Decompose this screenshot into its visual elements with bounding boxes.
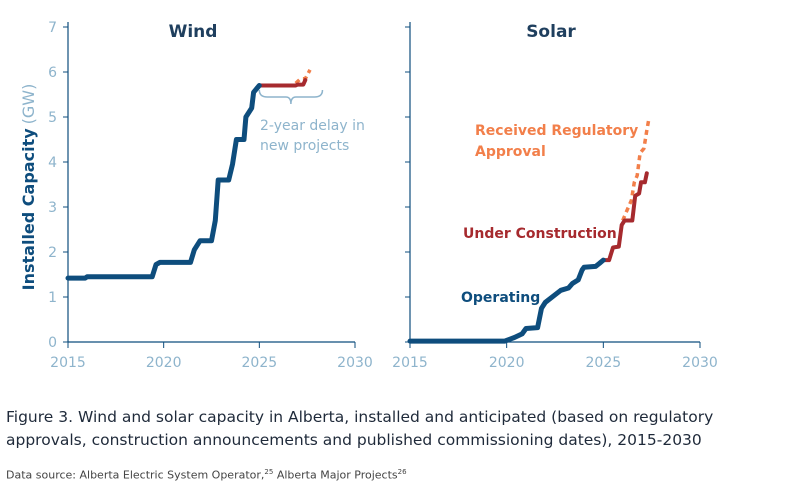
annotation-label: Under Construction bbox=[463, 226, 617, 242]
series-under-construction bbox=[257, 78, 308, 88]
x-tick-label: 2015 bbox=[50, 355, 86, 371]
x-tick-label: 2030 bbox=[682, 355, 718, 371]
wind-panel: 0 1 2 3 4 5 6 7 2015 2020 2025 2030 Wind 2-year delay… bbox=[48, 20, 373, 371]
y-tick-label: 0 bbox=[48, 335, 57, 351]
y-axis-title: Installed Capacity (GW) bbox=[19, 84, 38, 291]
x-tick-label: 2030 bbox=[337, 355, 373, 371]
x-tick-label: 2025 bbox=[586, 355, 622, 371]
annotation-label: 2-year delay in bbox=[260, 118, 365, 134]
annotation-label: new projects bbox=[260, 138, 349, 154]
y-tick-label: 5 bbox=[48, 110, 57, 126]
data-source: Data source: Alberta Electric System Ope… bbox=[6, 468, 407, 482]
source-middle: Alberta Major Projects bbox=[273, 468, 398, 482]
series-under-construction bbox=[601, 171, 649, 263]
annotation-label: Received Regulatory bbox=[475, 123, 638, 139]
source-ref-1: 25 bbox=[264, 468, 274, 476]
delay-brace bbox=[258, 89, 324, 105]
panel-title: Wind bbox=[169, 22, 218, 42]
panel-title: Solar bbox=[526, 22, 576, 42]
x-tick-label: 2020 bbox=[489, 355, 525, 371]
source-prefix: Data source: Alberta Electric System Ope… bbox=[6, 468, 265, 482]
solar-panel: 2015 2020 2025 2030 Solar Received Regulatory… bbox=[392, 22, 718, 371]
y-tick-label: 3 bbox=[48, 200, 57, 216]
y-tick-label: 1 bbox=[48, 290, 57, 306]
x-tick-label: 2020 bbox=[146, 355, 182, 371]
y-axis-title-unit: (GW) bbox=[19, 84, 38, 125]
source-ref-2: 26 bbox=[397, 468, 407, 476]
series-regulatory-approval bbox=[621, 118, 651, 222]
annotation-label: Operating bbox=[461, 290, 540, 306]
annotation-label: Approval bbox=[475, 144, 546, 160]
series-regulatory-approval bbox=[294, 68, 312, 85]
x-tick-label: 2025 bbox=[242, 355, 278, 371]
y-tick-label: 2 bbox=[48, 245, 57, 261]
series-operating bbox=[65, 83, 262, 281]
y-tick-label: 6 bbox=[48, 65, 57, 81]
y-tick-label: 7 bbox=[48, 20, 57, 36]
y-tick-label: 4 bbox=[48, 155, 57, 171]
x-tick-label: 2015 bbox=[392, 355, 428, 371]
figure-caption: Figure 3. Wind and solar capacity in Alb… bbox=[6, 408, 714, 449]
series-operating bbox=[407, 257, 606, 344]
y-axis-title-main: Installed Capacity bbox=[19, 128, 38, 291]
